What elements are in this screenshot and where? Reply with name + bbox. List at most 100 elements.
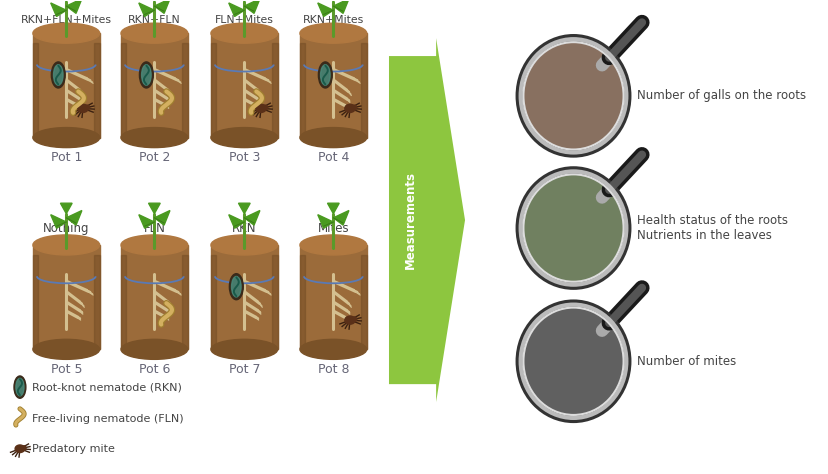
Polygon shape: [238, 0, 250, 2]
Text: Pot 1: Pot 1: [51, 151, 82, 164]
Bar: [300, 33, 366, 137]
Text: RKN: RKN: [232, 222, 257, 235]
Bar: [272, 255, 277, 349]
Ellipse shape: [263, 105, 267, 110]
Polygon shape: [333, 0, 349, 13]
Bar: [272, 43, 277, 137]
Bar: [121, 33, 187, 137]
Text: Number of mites: Number of mites: [636, 355, 735, 368]
Bar: [300, 255, 305, 349]
Ellipse shape: [121, 339, 187, 359]
Text: Predatory mite: Predatory mite: [32, 444, 115, 454]
Ellipse shape: [51, 62, 65, 88]
Polygon shape: [148, 203, 160, 214]
Polygon shape: [229, 3, 244, 17]
Ellipse shape: [300, 128, 366, 147]
Ellipse shape: [16, 378, 24, 396]
Polygon shape: [51, 215, 66, 228]
Ellipse shape: [33, 23, 99, 43]
Polygon shape: [388, 38, 465, 402]
Text: Pot 8: Pot 8: [317, 363, 349, 376]
Text: Free-living nematode (FLN): Free-living nematode (FLN): [32, 414, 183, 424]
Polygon shape: [317, 3, 333, 17]
Polygon shape: [333, 210, 349, 225]
Polygon shape: [229, 215, 244, 228]
Bar: [121, 245, 187, 349]
Bar: [94, 255, 99, 349]
Text: FLN: FLN: [143, 222, 165, 235]
Ellipse shape: [300, 23, 366, 43]
Ellipse shape: [344, 104, 355, 112]
Text: Pot 5: Pot 5: [51, 363, 82, 376]
Text: RKN+FLN: RKN+FLN: [128, 15, 181, 25]
Circle shape: [522, 308, 623, 415]
Polygon shape: [66, 0, 82, 13]
Ellipse shape: [54, 65, 63, 85]
Text: Pot 2: Pot 2: [138, 151, 170, 164]
Polygon shape: [138, 215, 154, 228]
Bar: [182, 43, 187, 137]
Text: FLN+Mites: FLN+Mites: [214, 15, 273, 25]
Bar: [210, 43, 216, 137]
Ellipse shape: [139, 62, 153, 88]
Circle shape: [522, 174, 623, 282]
Polygon shape: [138, 3, 154, 17]
Polygon shape: [154, 0, 170, 13]
Text: Nothing: Nothing: [43, 222, 89, 235]
Ellipse shape: [14, 376, 26, 398]
Text: Pot 4: Pot 4: [317, 151, 349, 164]
Ellipse shape: [318, 62, 332, 88]
Polygon shape: [60, 0, 72, 2]
Polygon shape: [51, 3, 66, 17]
Polygon shape: [60, 203, 72, 214]
Bar: [300, 245, 366, 349]
Bar: [210, 33, 277, 137]
Bar: [94, 43, 99, 137]
Text: Root-knot nematode (RKN): Root-knot nematode (RKN): [32, 382, 181, 392]
Ellipse shape: [78, 104, 88, 112]
Bar: [210, 245, 277, 349]
Bar: [33, 255, 38, 349]
Ellipse shape: [33, 128, 99, 147]
Ellipse shape: [33, 339, 99, 359]
Polygon shape: [66, 210, 82, 225]
Bar: [210, 255, 216, 349]
Polygon shape: [327, 0, 339, 2]
Ellipse shape: [22, 446, 26, 450]
Bar: [121, 255, 126, 349]
Polygon shape: [244, 0, 260, 13]
Ellipse shape: [15, 445, 25, 453]
Bar: [33, 245, 99, 349]
Ellipse shape: [210, 339, 277, 359]
Text: Health status of the roots
Nutrients in the leaves: Health status of the roots Nutrients in …: [636, 214, 787, 242]
Ellipse shape: [210, 235, 277, 255]
Ellipse shape: [231, 276, 241, 297]
Text: Pot 7: Pot 7: [229, 363, 260, 376]
Ellipse shape: [121, 128, 187, 147]
Polygon shape: [148, 0, 160, 2]
Text: RKN+Mites: RKN+Mites: [302, 15, 363, 25]
Bar: [33, 33, 99, 137]
Ellipse shape: [85, 105, 89, 110]
Text: Pot 6: Pot 6: [138, 363, 170, 376]
Ellipse shape: [142, 65, 151, 85]
Ellipse shape: [256, 104, 266, 112]
Ellipse shape: [121, 23, 187, 43]
Bar: [300, 43, 305, 137]
Ellipse shape: [121, 235, 187, 255]
Text: Measurements: Measurements: [403, 171, 416, 269]
Ellipse shape: [300, 339, 366, 359]
Ellipse shape: [344, 316, 355, 324]
Polygon shape: [317, 215, 333, 228]
Polygon shape: [238, 203, 250, 214]
Text: RKN+FLN+Mites: RKN+FLN+Mites: [21, 15, 112, 25]
Ellipse shape: [229, 273, 243, 300]
Text: Pot 3: Pot 3: [229, 151, 260, 164]
Polygon shape: [244, 210, 260, 225]
Ellipse shape: [210, 128, 277, 147]
Ellipse shape: [352, 105, 356, 110]
Ellipse shape: [210, 23, 277, 43]
Text: Number of galls on the roots: Number of galls on the roots: [636, 89, 805, 102]
Polygon shape: [154, 210, 170, 225]
Circle shape: [522, 42, 623, 149]
